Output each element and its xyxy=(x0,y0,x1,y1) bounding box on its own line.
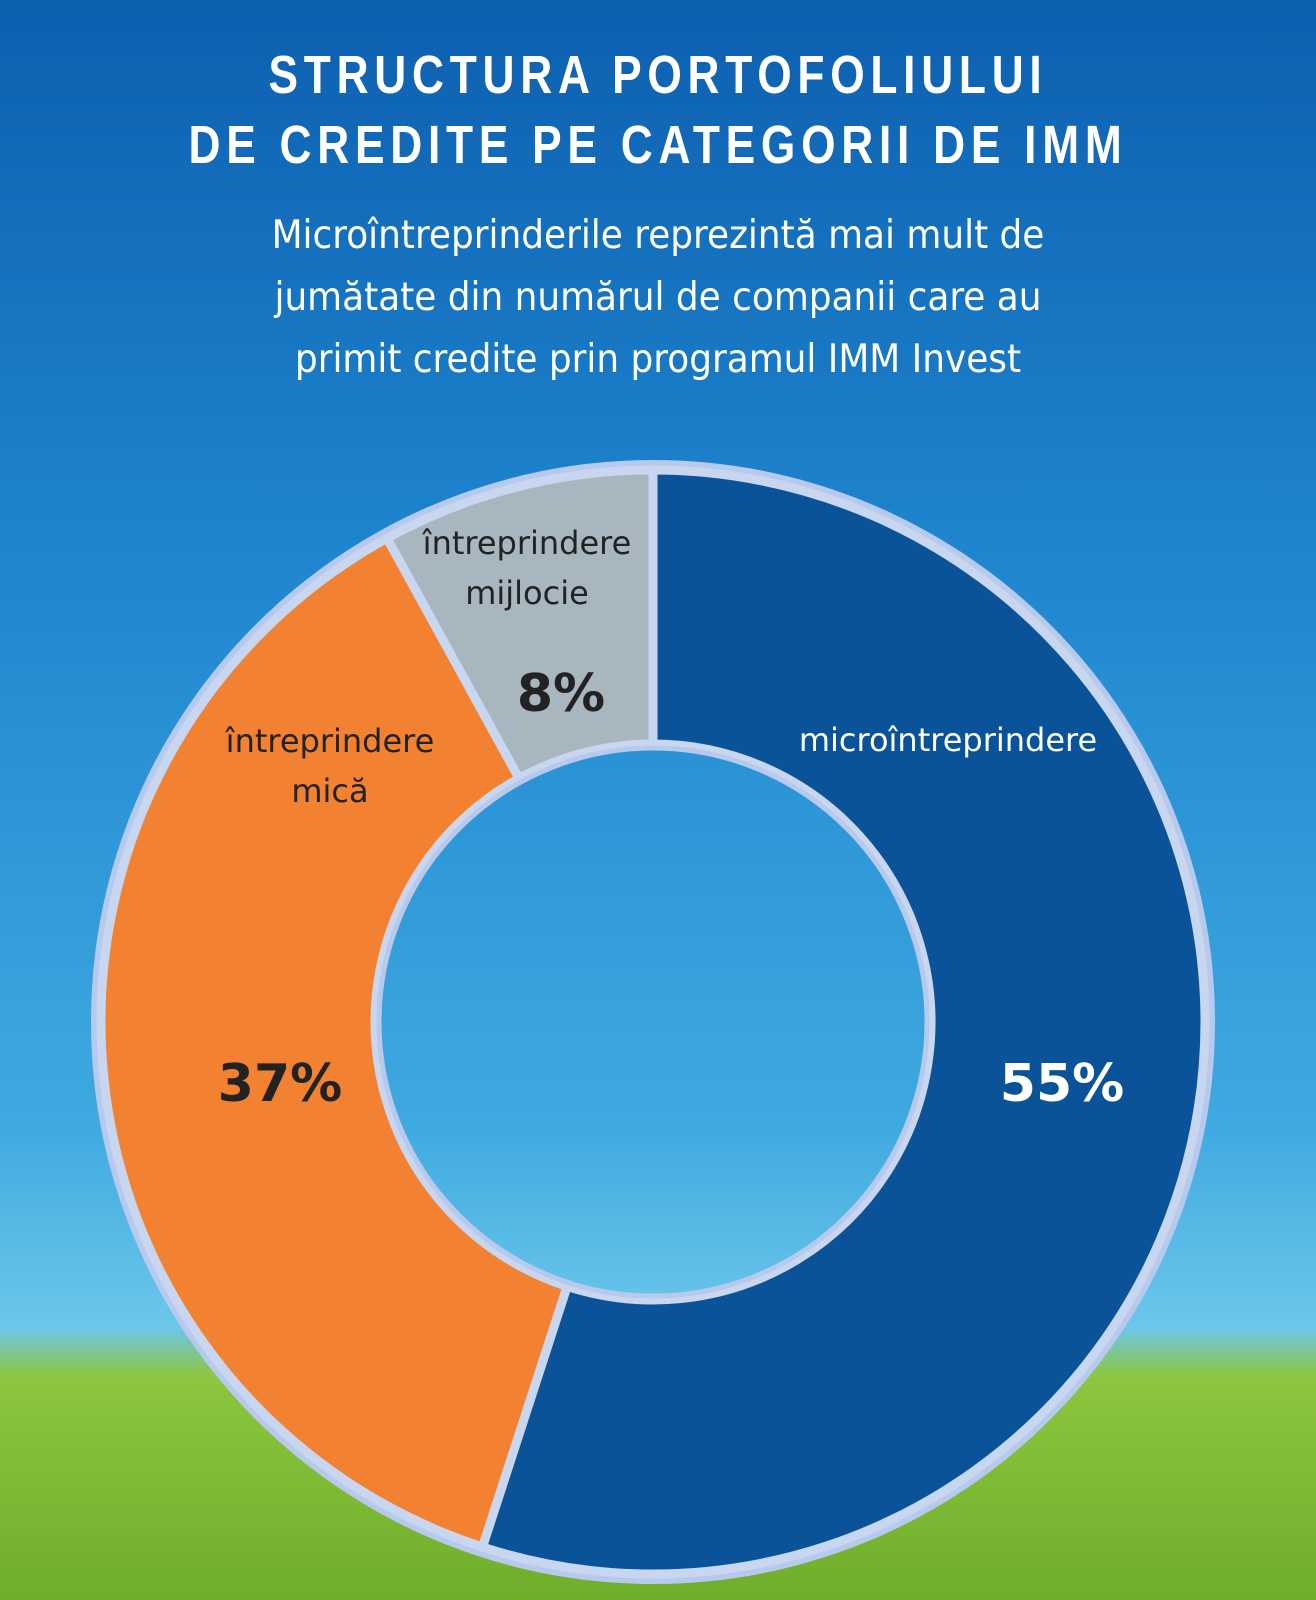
donut-slice xyxy=(477,465,1210,1579)
slice-label: microîntreprindere xyxy=(798,721,1098,759)
donut-slice xyxy=(96,533,572,1552)
value-label: 55% xyxy=(999,1054,1125,1114)
subtitle-line: primit credite prin programul IMM Invest xyxy=(294,337,1022,382)
chart-title: STRUCTURA PORTOFOLIULUI DE CREDITE PE CAT… xyxy=(118,40,1197,180)
inner-ring xyxy=(376,745,930,1299)
donut-slice xyxy=(382,465,658,783)
outer-ring xyxy=(91,460,1215,1584)
slice-label: întreprindere mică xyxy=(225,722,435,810)
slice-label: întreprindere mijlocie xyxy=(422,524,632,612)
value-label: 8% xyxy=(516,664,606,724)
subtitle-line: Microîntreprinderile reprezintă mai mult… xyxy=(271,213,1045,258)
title-line: DE CREDITE PE CATEGORII DE IMM xyxy=(188,115,1128,175)
chart-subtitle: Microîntreprinderile reprezintă mai mult… xyxy=(53,205,1264,391)
title-line: STRUCTURA PORTOFOLIULUI xyxy=(268,45,1048,105)
subtitle-line: jumătate din numărul de companii care au xyxy=(274,275,1042,320)
value-label: 37% xyxy=(217,1054,343,1114)
